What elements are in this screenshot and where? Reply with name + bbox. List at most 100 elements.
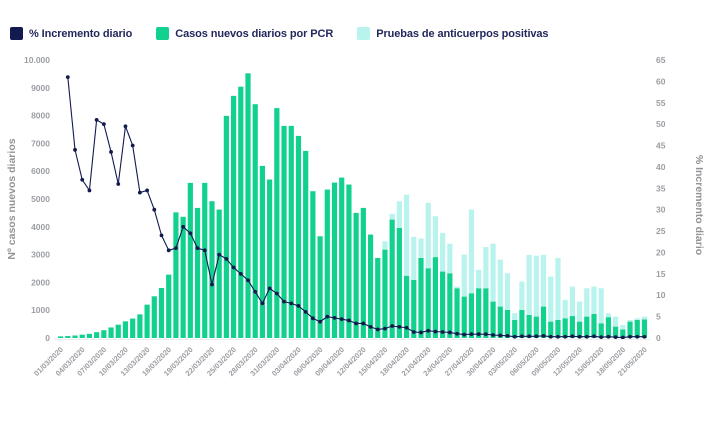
line-point[interactable] (318, 319, 322, 324)
line-point[interactable] (498, 333, 503, 338)
line-point[interactable] (224, 256, 229, 261)
bar-antibodies[interactable] (533, 255, 539, 317)
bar-pcr[interactable] (58, 336, 64, 338)
bar-pcr[interactable] (490, 301, 496, 338)
bar-antibodies[interactable] (411, 236, 417, 280)
line-point[interactable] (130, 143, 135, 148)
bar-antibodies[interactable] (540, 254, 547, 307)
line-point[interactable] (548, 334, 553, 339)
line-point[interactable] (332, 316, 337, 320)
bar-antibodies[interactable] (569, 286, 575, 317)
line-point[interactable] (541, 333, 546, 338)
line-point[interactable] (195, 246, 200, 251)
bar-pcr[interactable] (281, 125, 287, 338)
bar-pcr[interactable] (166, 274, 172, 338)
legend-item-casos-pcr[interactable]: Casos nuevos diarios por PCR (156, 27, 333, 40)
bar-pcr[interactable] (65, 336, 71, 338)
line-point[interactable] (440, 330, 445, 334)
line-point[interactable] (152, 207, 157, 212)
bar-antibodies[interactable] (605, 313, 612, 318)
bar-pcr[interactable] (108, 327, 114, 338)
line-point[interactable] (426, 328, 431, 333)
bar-pcr[interactable] (418, 257, 424, 338)
bar-pcr[interactable] (324, 189, 330, 338)
bar-pcr[interactable] (252, 104, 258, 338)
bar-antibodies[interactable] (389, 213, 395, 220)
line-point[interactable] (238, 271, 243, 276)
line-point[interactable] (354, 321, 359, 326)
bar-antibodies[interactable] (526, 254, 532, 315)
bar-pcr[interactable] (403, 275, 410, 338)
bar-pcr[interactable] (353, 212, 359, 338)
bar-pcr[interactable] (295, 135, 302, 338)
line-point[interactable] (289, 301, 294, 306)
bar-pcr[interactable] (346, 184, 352, 338)
line-point[interactable] (368, 324, 373, 329)
line-point[interactable] (628, 334, 632, 339)
line-point[interactable] (296, 304, 301, 308)
bar-pcr[interactable] (598, 323, 604, 338)
bar-pcr[interactable] (440, 271, 446, 338)
line-point[interactable] (512, 334, 517, 339)
bar-pcr[interactable] (562, 318, 568, 338)
bar-pcr[interactable] (620, 329, 626, 338)
line-point[interactable] (166, 248, 171, 253)
line-point[interactable] (303, 310, 308, 314)
bar-antibodies[interactable] (591, 286, 597, 314)
bar-pcr[interactable] (396, 227, 402, 338)
bar-pcr[interactable] (483, 288, 489, 338)
bar-pcr[interactable] (576, 321, 583, 338)
line-point[interactable] (282, 299, 286, 304)
bar-antibodies[interactable] (497, 259, 503, 307)
line-point[interactable] (116, 182, 121, 186)
line-point[interactable] (505, 333, 510, 338)
line-point[interactable] (246, 278, 250, 283)
bar-pcr[interactable] (468, 293, 475, 338)
line-point[interactable] (469, 332, 474, 337)
line-point[interactable] (325, 314, 330, 319)
bar-pcr[interactable] (79, 334, 85, 338)
line-point[interactable] (181, 224, 186, 229)
line-point[interactable] (433, 329, 438, 334)
bar-pcr[interactable] (180, 216, 186, 338)
bar-antibodies[interactable] (576, 301, 583, 322)
bar-pcr[interactable] (526, 314, 532, 338)
line-point[interactable] (217, 252, 222, 257)
bar-antibodies[interactable] (396, 201, 402, 228)
bar-pcr[interactable] (411, 279, 417, 338)
line-point[interactable] (570, 334, 575, 339)
bar-pcr[interactable] (360, 207, 366, 338)
line-point[interactable] (210, 282, 214, 287)
line-point[interactable] (159, 233, 164, 238)
line-point[interactable] (447, 330, 452, 335)
bar-antibodies[interactable] (504, 273, 511, 310)
line-point[interactable] (620, 335, 625, 340)
bar-pcr[interactable] (497, 306, 503, 338)
line-point[interactable] (520, 334, 524, 339)
line-point[interactable] (73, 147, 77, 152)
bar-pcr[interactable] (613, 326, 619, 338)
bar-pcr[interactable] (86, 333, 93, 338)
line-point[interactable] (375, 327, 380, 332)
bar-pcr[interactable] (533, 316, 539, 338)
bar-pcr[interactable] (389, 219, 395, 338)
bar-antibodies[interactable] (555, 257, 561, 320)
bar-pcr[interactable] (194, 207, 201, 338)
bar-pcr[interactable] (259, 165, 266, 338)
line-point[interactable] (491, 333, 495, 337)
line-point[interactable] (455, 331, 459, 336)
line-point[interactable] (606, 334, 611, 339)
line-point[interactable] (635, 334, 640, 339)
bar-pcr[interactable] (94, 332, 100, 338)
line-point[interactable] (534, 334, 539, 339)
pcr-bars[interactable] (58, 73, 648, 338)
bar-pcr[interactable] (339, 177, 345, 338)
line-point[interactable] (260, 301, 265, 306)
bar-pcr[interactable] (223, 115, 229, 338)
bar-antibodies[interactable] (512, 313, 518, 320)
bar-antibodies[interactable] (548, 276, 554, 322)
line-point[interactable] (419, 330, 423, 335)
bar-pcr[interactable] (382, 249, 388, 338)
bar-antibodies[interactable] (447, 243, 453, 274)
antibody-bars[interactable] (382, 194, 648, 330)
